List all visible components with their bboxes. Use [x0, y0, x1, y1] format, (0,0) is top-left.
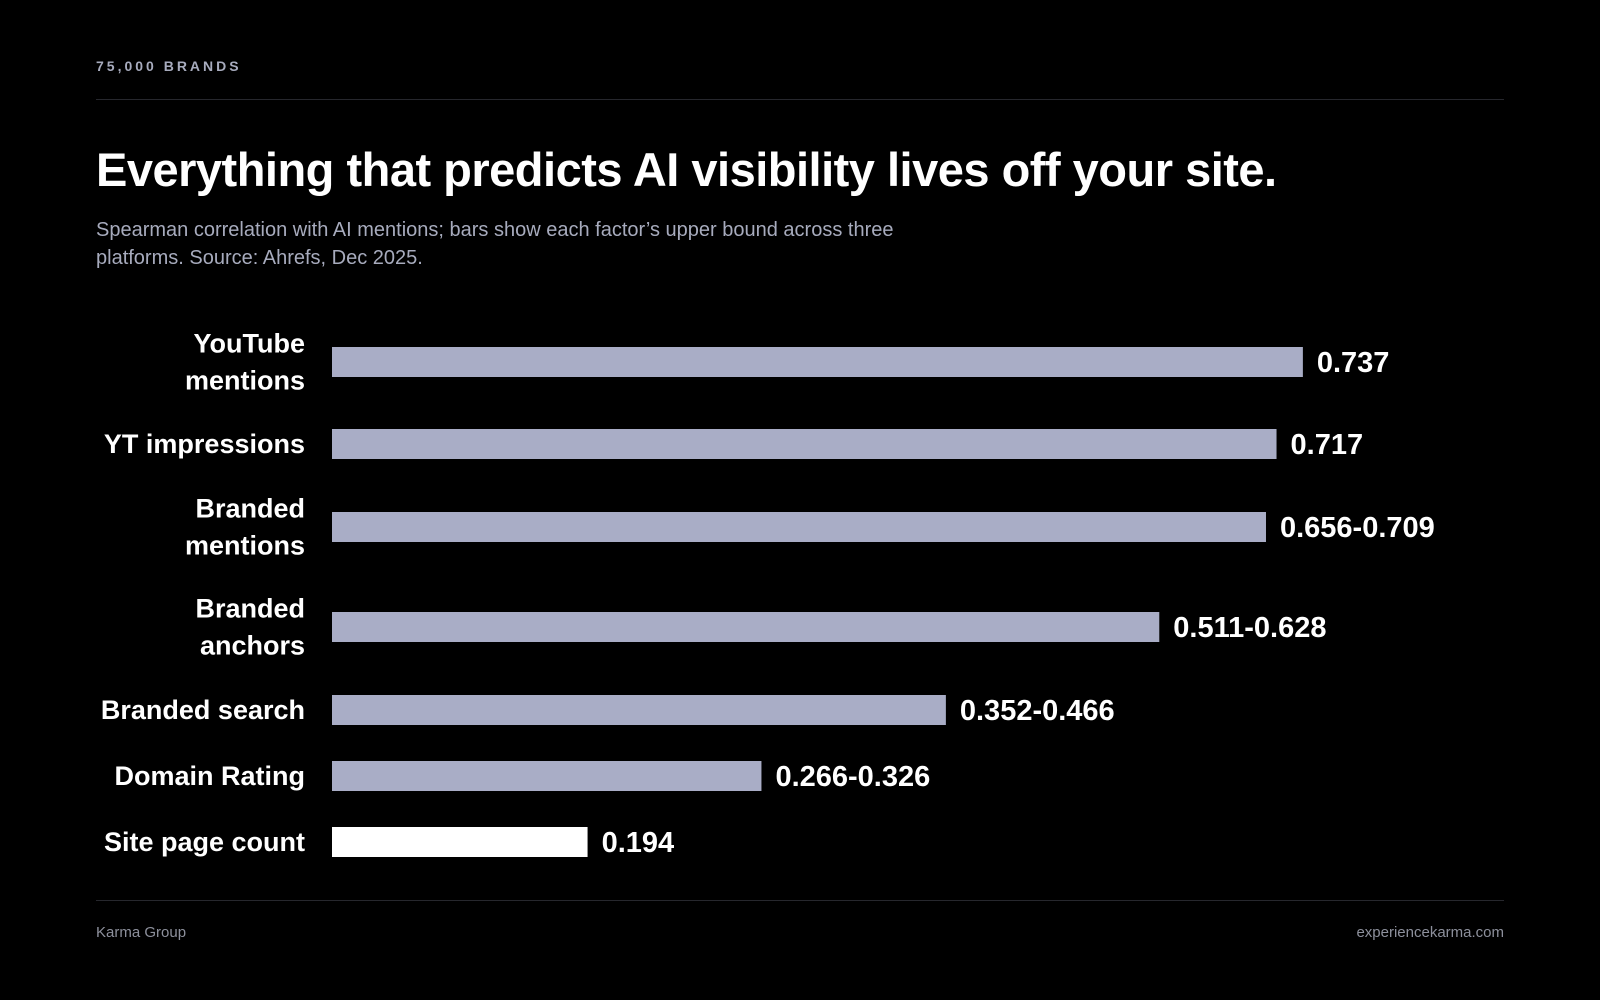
value-label: 0.717 [1291, 429, 1364, 461]
category-label: Site page count [104, 827, 305, 857]
category-label: YouTube mentions [185, 329, 305, 396]
top-divider [96, 99, 1504, 100]
value-label: 0.656-0.709 [1280, 512, 1435, 544]
value-label: 0.511-0.628 [1173, 612, 1326, 644]
value-label: 0.352-0.466 [960, 695, 1115, 727]
category-label: Branded search [101, 695, 305, 725]
bar-youtube-mentions [332, 347, 1303, 377]
bar-yt-impressions [332, 429, 1277, 459]
bar-domain-rating [332, 761, 762, 791]
bar-branded-mentions [332, 512, 1266, 542]
category-label: Branded mentions [185, 494, 305, 561]
footer-url: experiencekarma.com [1356, 924, 1504, 941]
eyebrow-label: 75,000 BRANDS [96, 58, 242, 74]
value-label: 0.194 [602, 827, 675, 859]
value-label: 0.737 [1317, 347, 1390, 379]
chart-title: Everything that predicts AI visibility l… [96, 143, 1277, 196]
category-label: YT impressions [104, 429, 305, 459]
bar-chart: YouTube mentions 0.737 YT impressions 0.717 B… [101, 329, 1435, 860]
bar-branded-anchors [332, 612, 1160, 642]
bar-site-page-count [332, 827, 588, 857]
footer-brand: Karma Group [96, 924, 187, 941]
chart-subtitle: Spearman correlation with AI mentions; b… [96, 219, 894, 269]
category-label: Domain Rating [114, 761, 305, 791]
bar-branded-search [332, 695, 946, 725]
value-label: 0.266-0.326 [775, 761, 930, 793]
bottom-divider [96, 900, 1504, 901]
category-label: Branded anchors [195, 594, 305, 661]
